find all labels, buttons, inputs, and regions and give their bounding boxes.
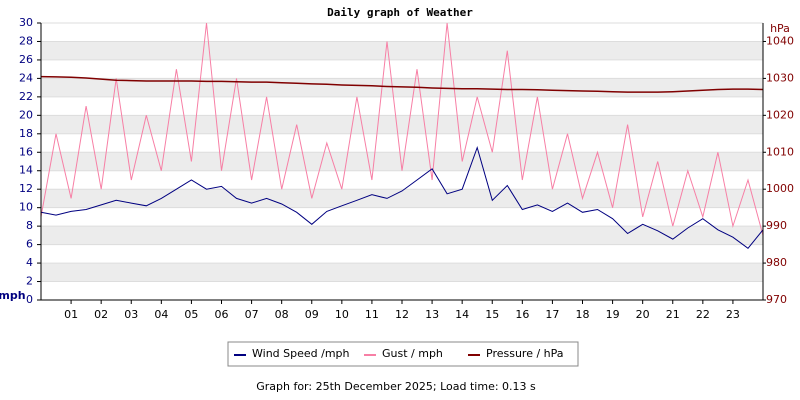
x-tick-label: 23: [726, 308, 740, 321]
x-tick-label: 14: [455, 308, 469, 321]
x-tick-label: 15: [485, 308, 499, 321]
x-tick-label: 02: [94, 308, 108, 321]
y-tick-label: 12: [19, 182, 33, 195]
legend-label: Pressure / hPa: [486, 347, 564, 360]
y-tick-label: 16: [19, 145, 33, 158]
y-tick-label: 14: [19, 164, 33, 177]
x-tick-label: 22: [696, 308, 710, 321]
y-tick-label: 24: [19, 71, 33, 84]
x-tick-label: 18: [576, 308, 590, 321]
grid-band: [41, 189, 763, 208]
x-tick-label: 06: [215, 308, 229, 321]
legend-label: Wind Speed /mph: [252, 347, 350, 360]
grid-band: [41, 115, 763, 134]
x-tick-label: 11: [365, 308, 379, 321]
legend-label: Gust / mph: [382, 347, 443, 360]
y-tick-label: 8: [26, 219, 33, 232]
legend-box: [227, 341, 579, 367]
x-tick-label: 16: [515, 308, 529, 321]
y-tick-label: 6: [26, 238, 33, 251]
x-tick-label: 17: [545, 308, 559, 321]
y2-tick-label: 1020: [766, 108, 794, 121]
grid-band: [41, 263, 763, 282]
series-line: [40, 22, 764, 236]
y2-tick-label: 1010: [766, 145, 794, 158]
x-tick-label: 04: [154, 308, 168, 321]
y-tick-label: 10: [19, 201, 33, 214]
y2-tick-label: 1040: [766, 34, 794, 47]
y-axis-label: mph: [0, 289, 26, 302]
x-tick-label: 13: [425, 308, 439, 321]
x-tick-label: 05: [184, 308, 198, 321]
x-tick-label: 20: [636, 308, 650, 321]
x-tick-label: 19: [606, 308, 620, 321]
y2-tick-label: 1000: [766, 182, 794, 195]
x-tick-label: 03: [124, 308, 138, 321]
legend: Wind Speed /mph Gust / mph Pressure / hPa: [227, 341, 579, 367]
x-tick-label: 09: [305, 308, 319, 321]
grid-band: [41, 226, 763, 245]
series-line: [40, 145, 764, 249]
y-tick-label: 28: [19, 34, 33, 47]
x-tick-label: 21: [666, 308, 680, 321]
y2-axis-label: hPa: [770, 22, 790, 35]
x-tick-label: 12: [395, 308, 409, 321]
y-tick-label: 4: [26, 256, 33, 269]
y-tick-label: 30: [19, 16, 33, 29]
y-tick-label: 18: [19, 127, 33, 140]
y2-tick-label: 970: [766, 293, 787, 306]
chart-title: Daily graph of Weather: [327, 6, 473, 19]
x-tick-label: 08: [275, 308, 289, 321]
series-line: [40, 75, 764, 93]
y2-tick-label: 990: [766, 219, 787, 232]
y-tick-label: 0: [26, 293, 33, 306]
footer: Graph for: 25th December 2025; Load time…: [256, 380, 536, 393]
grid-band: [41, 41, 763, 60]
x-tick-label: 01: [64, 308, 78, 321]
y-tick-label: 2: [26, 275, 33, 288]
x-tick-label: 07: [245, 308, 259, 321]
y-tick-label: 20: [19, 108, 33, 121]
y2-tick-label: 1030: [766, 71, 794, 84]
x-tick-label: 10: [335, 308, 349, 321]
y2-tick-label: 980: [766, 256, 787, 269]
y-tick-label: 26: [19, 53, 33, 66]
y-tick-label: 22: [19, 90, 33, 103]
